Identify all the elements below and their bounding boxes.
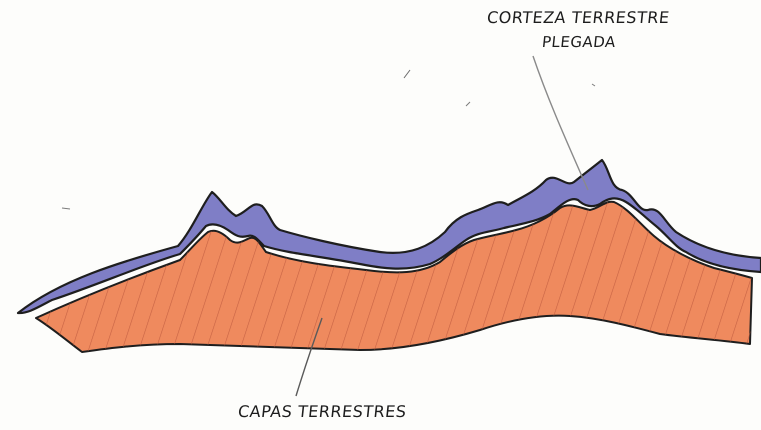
- sketch-mark: [591, 83, 596, 87]
- label-folded-crust-line1: CORTEZA TERRESTRE: [486, 8, 671, 27]
- leader-line-layers: [295, 317, 323, 397]
- leader-line-crust: [532, 55, 589, 191]
- sketch-mark: [61, 207, 71, 210]
- sketch-mark: [403, 69, 411, 79]
- layers-hatching: [36, 201, 752, 352]
- label-earth-layers: CAPAS TERRESTRES: [237, 402, 408, 421]
- folded-crust-band: [16, 158, 761, 315]
- sketch-mark: [465, 101, 471, 107]
- label-folded-crust-line2: PLEGADA: [541, 33, 617, 51]
